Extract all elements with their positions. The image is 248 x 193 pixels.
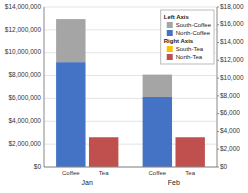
grid-line <box>44 167 217 168</box>
category-label: Jan <box>82 179 93 186</box>
grid-line <box>44 7 217 8</box>
y2-tick-label: $4,000 <box>220 127 240 134</box>
legend-swatch <box>167 54 173 60</box>
legend-label: South-Coffee <box>176 22 212 28</box>
x-tick-label: Tea <box>99 170 109 176</box>
bar <box>143 97 172 167</box>
chart: $0 $2,000,000 $4,000,000 $6,000,000 $8,000,0… <box>0 0 248 193</box>
y-tick-label: $8,000,000 <box>8 71 41 78</box>
y2-tick-label: $6,000 <box>220 109 240 116</box>
y-tick-label: $10,000,000 <box>5 48 42 55</box>
bar <box>89 137 118 138</box>
x-tick-label: Coffee <box>149 170 167 176</box>
y2-tick-label: $16,000 <box>220 20 244 27</box>
y-tick-label: $4,000,000 <box>8 117 41 124</box>
legend-frame <box>161 10 214 64</box>
legend-label: South-Tea <box>176 46 204 52</box>
x-tick-label: Coffee <box>62 170 80 176</box>
y-axis <box>44 7 45 167</box>
bar <box>56 62 85 167</box>
bar <box>143 75 172 97</box>
bar <box>56 19 85 62</box>
y2-tick-label: $8,000 <box>220 92 240 99</box>
y-tick-label: $12,000,000 <box>5 26 42 33</box>
category-label: Feb <box>168 179 180 186</box>
bar <box>175 137 204 167</box>
legend-group-title: Left Axis <box>164 14 190 20</box>
legend-swatch <box>167 30 173 36</box>
x-tick-label: Tea <box>185 170 195 176</box>
y2-tick-label: $18,000 <box>220 3 244 10</box>
bars <box>56 19 205 167</box>
y-tick-label: $6,000,000 <box>8 94 41 101</box>
y-tick-label: $14,000,000 <box>5 3 42 10</box>
y2-tick-label: $0 <box>220 163 228 170</box>
y2-tick-label: $10,000 <box>220 74 244 81</box>
y-tick-label: $0 <box>34 163 42 170</box>
legend-swatch <box>167 22 173 28</box>
y-tick-label: $2,000,000 <box>8 140 41 147</box>
bar <box>89 137 118 167</box>
legend-swatch <box>167 46 173 52</box>
y2-tick-label: $2,000 <box>220 145 240 152</box>
bar <box>175 137 204 138</box>
legend-label: North-Coffee <box>176 30 211 36</box>
x-axis <box>44 167 217 168</box>
legend-label: North-Tea <box>176 54 203 60</box>
y2-axis <box>217 7 218 167</box>
y2-tick-label: $12,000 <box>220 56 244 63</box>
y2-tick-label: $14,000 <box>220 38 244 45</box>
legend: Left Axis South-Coffee North-Coffee Right A… <box>161 10 214 64</box>
legend-group-title: Right Axis <box>164 38 194 44</box>
